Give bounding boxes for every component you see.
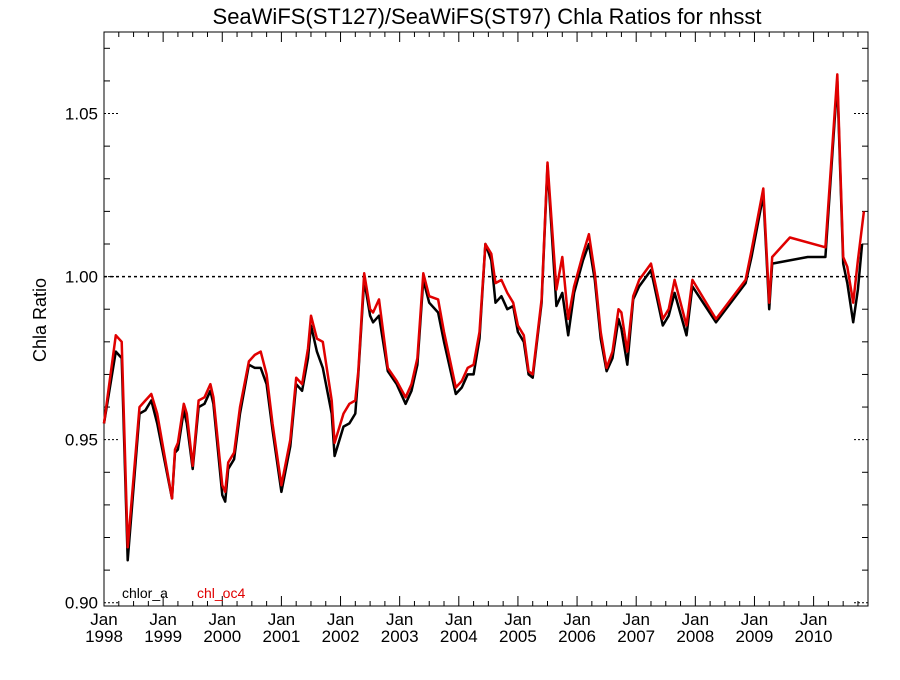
legend-entry-chlor-a: chlor_a [122, 585, 168, 601]
x-tick-year-label: 2010 [795, 627, 833, 646]
x-tick-month-label: Jan [327, 610, 354, 629]
x-tick-month-label: Jan [800, 610, 827, 629]
plot-frame [103, 31, 869, 607]
x-tick-year-label: 2005 [499, 627, 537, 646]
x-tick-year-label: 1999 [144, 627, 182, 646]
x-tick-year-label: 2009 [736, 627, 774, 646]
legend-entry-chl-oc4: chl_oc4 [197, 585, 245, 601]
x-tick-month-label: Jan [386, 610, 413, 629]
x-tick-year-label: 2003 [381, 627, 419, 646]
x-tick-year-label: 2006 [558, 627, 596, 646]
series-line-chlor-a [102, 79, 864, 562]
x-tick-month-label: Jan [149, 610, 176, 629]
x-tick-year-label: 1998 [85, 627, 123, 646]
series-line-chl-oc4 [102, 73, 866, 549]
x-tick-year-label: 2002 [322, 627, 360, 646]
y-tick-label: 1.00 [65, 268, 98, 287]
x-tick-year-label: 2000 [203, 627, 241, 646]
x-tick-year-label: 2001 [262, 627, 300, 646]
x-tick-year-label: 2008 [676, 627, 714, 646]
x-tick-month-label: Jan [90, 610, 117, 629]
x-tick-month-label: Jan [445, 610, 472, 629]
x-tick-month-label: Jan [563, 610, 590, 629]
x-tick-month-label: Jan [682, 610, 709, 629]
x-tick-month-label: Jan [741, 610, 768, 629]
x-tick-year-label: 2007 [617, 627, 655, 646]
x-tick-year-label: 2004 [440, 627, 478, 646]
x-tick-month-label: Jan [268, 610, 295, 629]
chart-title: SeaWiFS(ST127)/SeaWiFS(ST97) Chla Ratios… [213, 4, 762, 29]
plot-area: 0.900.951.001.05Jan1998Jan1999Jan2000Jan… [65, 31, 869, 646]
y-axis-label: Chla Ratio [30, 278, 50, 362]
y-tick-label: 0.90 [65, 594, 98, 613]
y-tick-label: 0.95 [65, 431, 98, 450]
x-tick-month-label: Jan [209, 610, 236, 629]
x-tick-month-label: Jan [504, 610, 531, 629]
x-tick-month-label: Jan [622, 610, 649, 629]
y-tick-label: 1.05 [65, 105, 98, 124]
